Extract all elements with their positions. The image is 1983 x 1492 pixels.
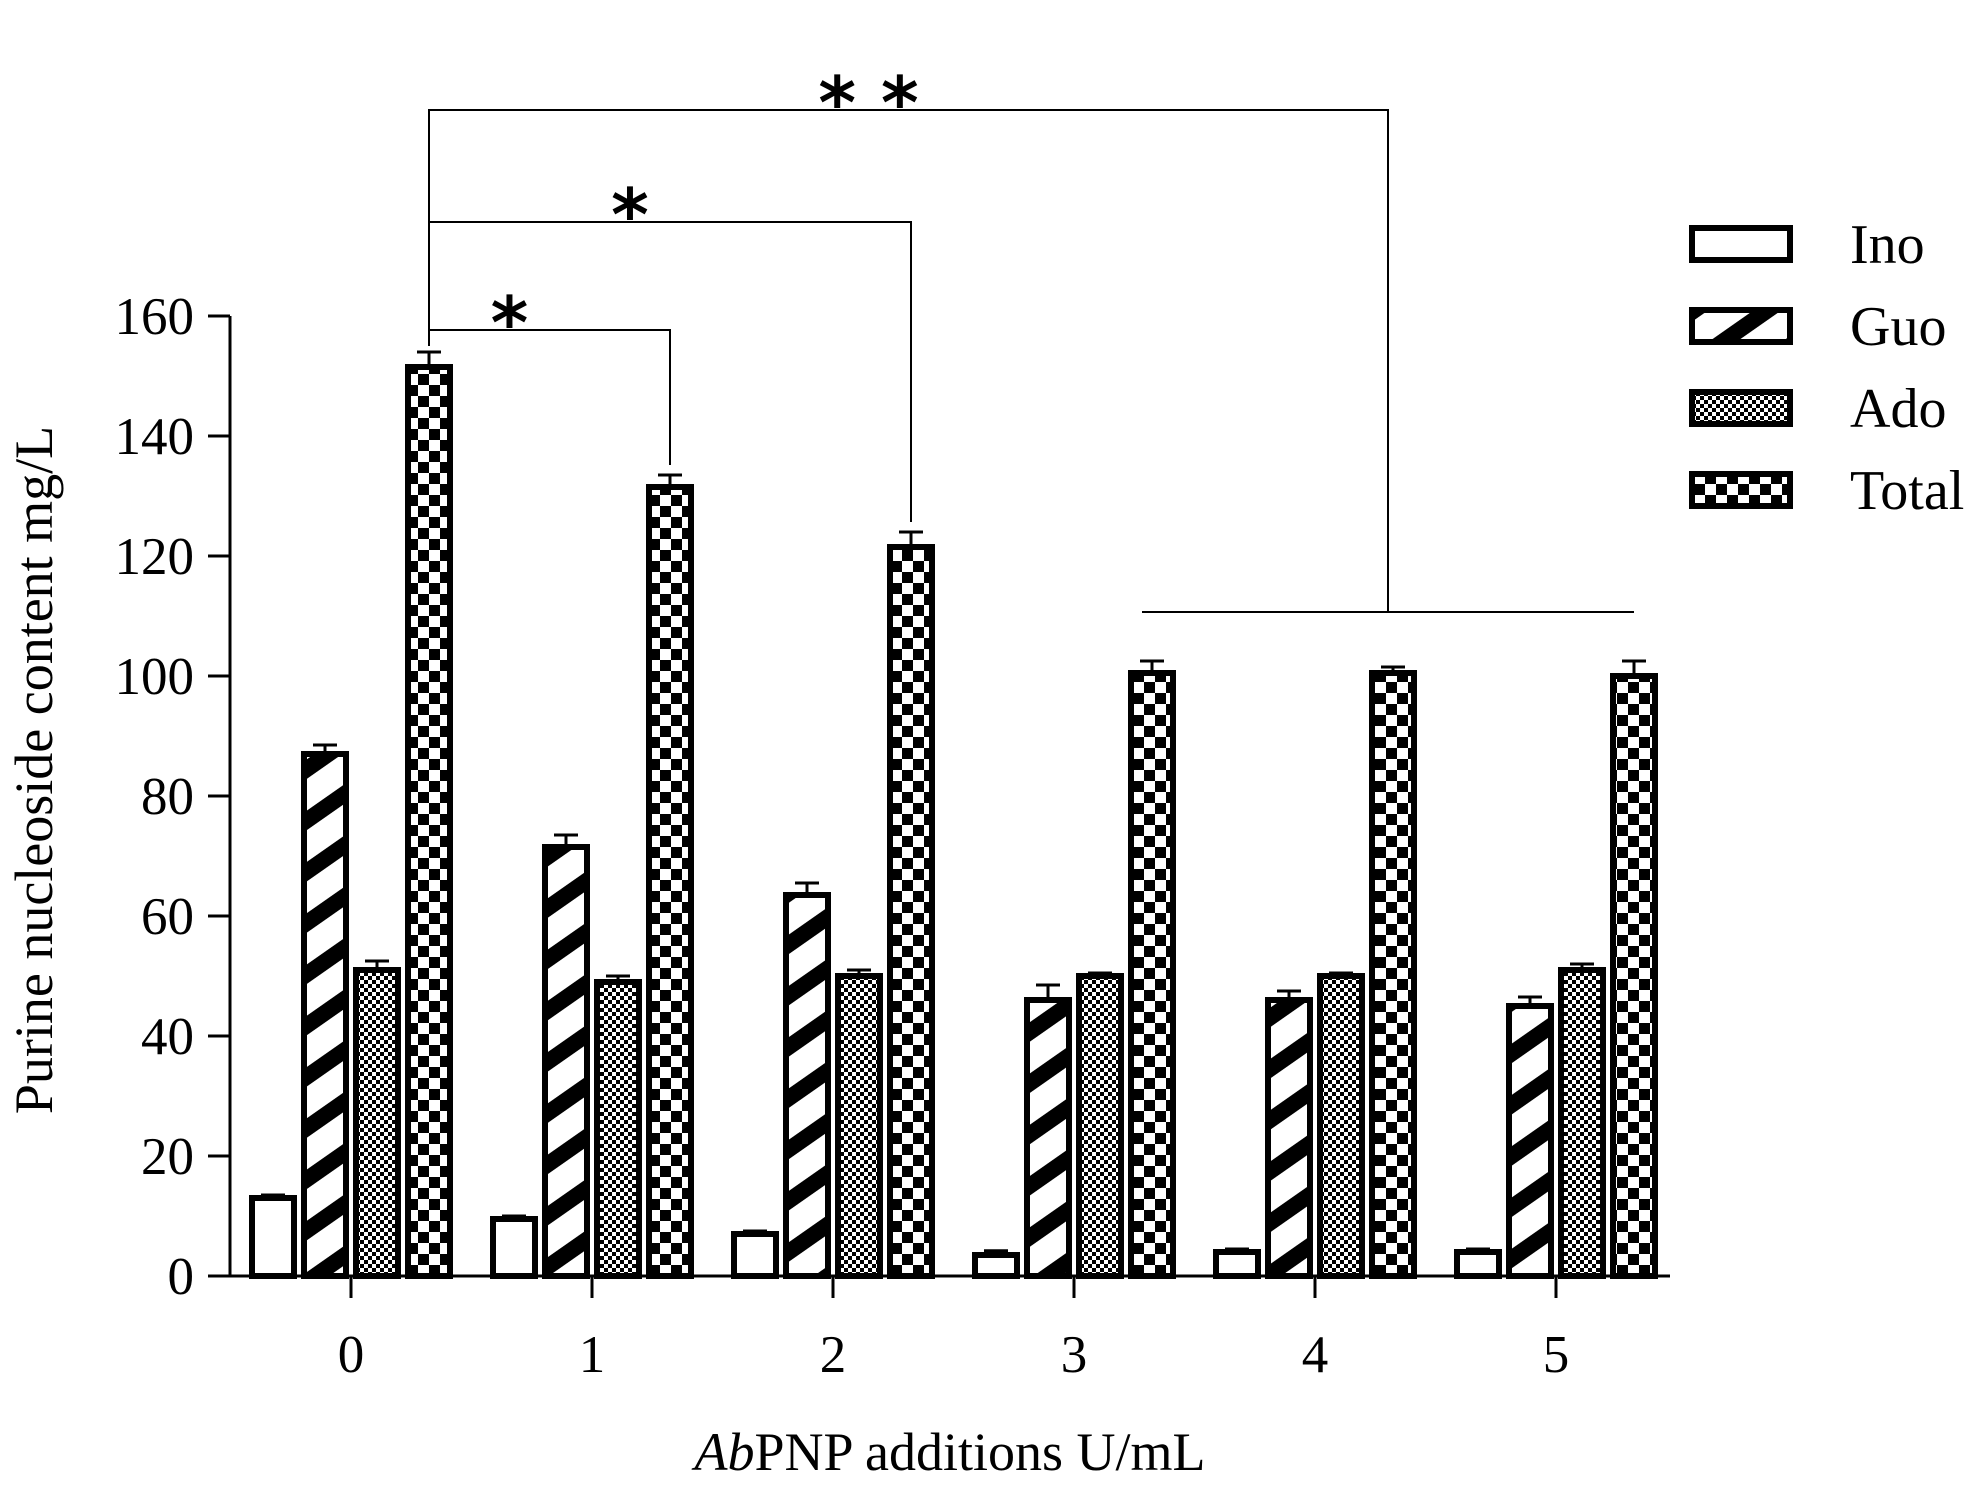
significance-label: * * — [818, 61, 918, 145]
significance-label: * — [491, 281, 529, 365]
x-tick-label: 2 — [820, 1326, 847, 1384]
x-tick-label: 5 — [1543, 1326, 1570, 1384]
bar-guo — [1506, 1003, 1554, 1279]
legend-swatch-ado — [1689, 389, 1793, 427]
legend: Ino Guo Ado Total — [1689, 214, 1964, 522]
legend-label-ado: Ado — [1850, 378, 1946, 440]
bar-guo — [783, 892, 831, 1279]
legend-swatch-total — [1689, 471, 1793, 509]
y-tick-label: 100 — [115, 648, 195, 706]
bar-total — [405, 364, 453, 1279]
bar-total — [1369, 670, 1417, 1279]
bar-total — [1128, 670, 1176, 1279]
axes: 0 20 40 60 80 100 120 140 160 0 1 2 3 4 5 — [115, 288, 1670, 1384]
x-tick-label: 1 — [579, 1326, 606, 1384]
legend-label-ino: Ino — [1850, 214, 1925, 276]
x-axis-label: AbPNP additions U/mL — [691, 1422, 1205, 1482]
bar-ado — [1076, 973, 1124, 1279]
bar-guo — [542, 844, 590, 1279]
y-tick-label: 140 — [115, 408, 195, 466]
bar-guo — [1265, 997, 1313, 1279]
bars — [249, 350, 1658, 1279]
x-tick-label: 3 — [1061, 1326, 1088, 1384]
y-tick-label: 60 — [141, 888, 194, 946]
bar-guo — [1024, 997, 1072, 1279]
bar-ado — [353, 967, 401, 1279]
bar-ino — [1213, 1249, 1261, 1279]
y-axis-label: Purine nucleoside content mg/L — [4, 426, 64, 1114]
bar-ino — [972, 1252, 1020, 1279]
legend-swatch-guo — [1689, 307, 1793, 345]
bar-ino — [249, 1195, 297, 1279]
bar-total — [646, 484, 694, 1279]
y-tick-label: 120 — [115, 528, 195, 586]
significance-brackets: * * * * — [428, 61, 1634, 613]
bar-ino — [490, 1216, 538, 1279]
legend-label-guo: Guo — [1850, 296, 1946, 358]
bar-ado — [594, 979, 642, 1279]
y-tick-label: 80 — [141, 768, 194, 826]
bar-ino — [731, 1231, 779, 1279]
bar-ado — [835, 973, 883, 1279]
significance-bracket — [428, 329, 671, 465]
bar-guo — [301, 751, 349, 1279]
bar-total — [887, 544, 935, 1279]
y-tick-label: 160 — [115, 288, 195, 346]
bar-total — [1610, 673, 1658, 1279]
bar-ino — [1454, 1249, 1502, 1279]
x-axis-label-rest: PNP additions U/mL — [754, 1422, 1205, 1482]
significance-bracket — [428, 109, 1389, 612]
significance-label: * — [611, 173, 649, 257]
legend-label-total: Total — [1850, 460, 1964, 522]
y-tick-label: 20 — [141, 1128, 194, 1186]
bar-ado — [1558, 967, 1606, 1279]
y-tick-label: 40 — [141, 1008, 194, 1066]
x-tick-label: 0 — [338, 1326, 365, 1384]
x-axis-label-italic: Ab — [691, 1422, 754, 1482]
x-tick-label: 4 — [1302, 1326, 1329, 1384]
legend-swatch-ino — [1689, 225, 1793, 263]
bar-ado — [1317, 973, 1365, 1279]
y-tick-label: 0 — [168, 1248, 195, 1306]
